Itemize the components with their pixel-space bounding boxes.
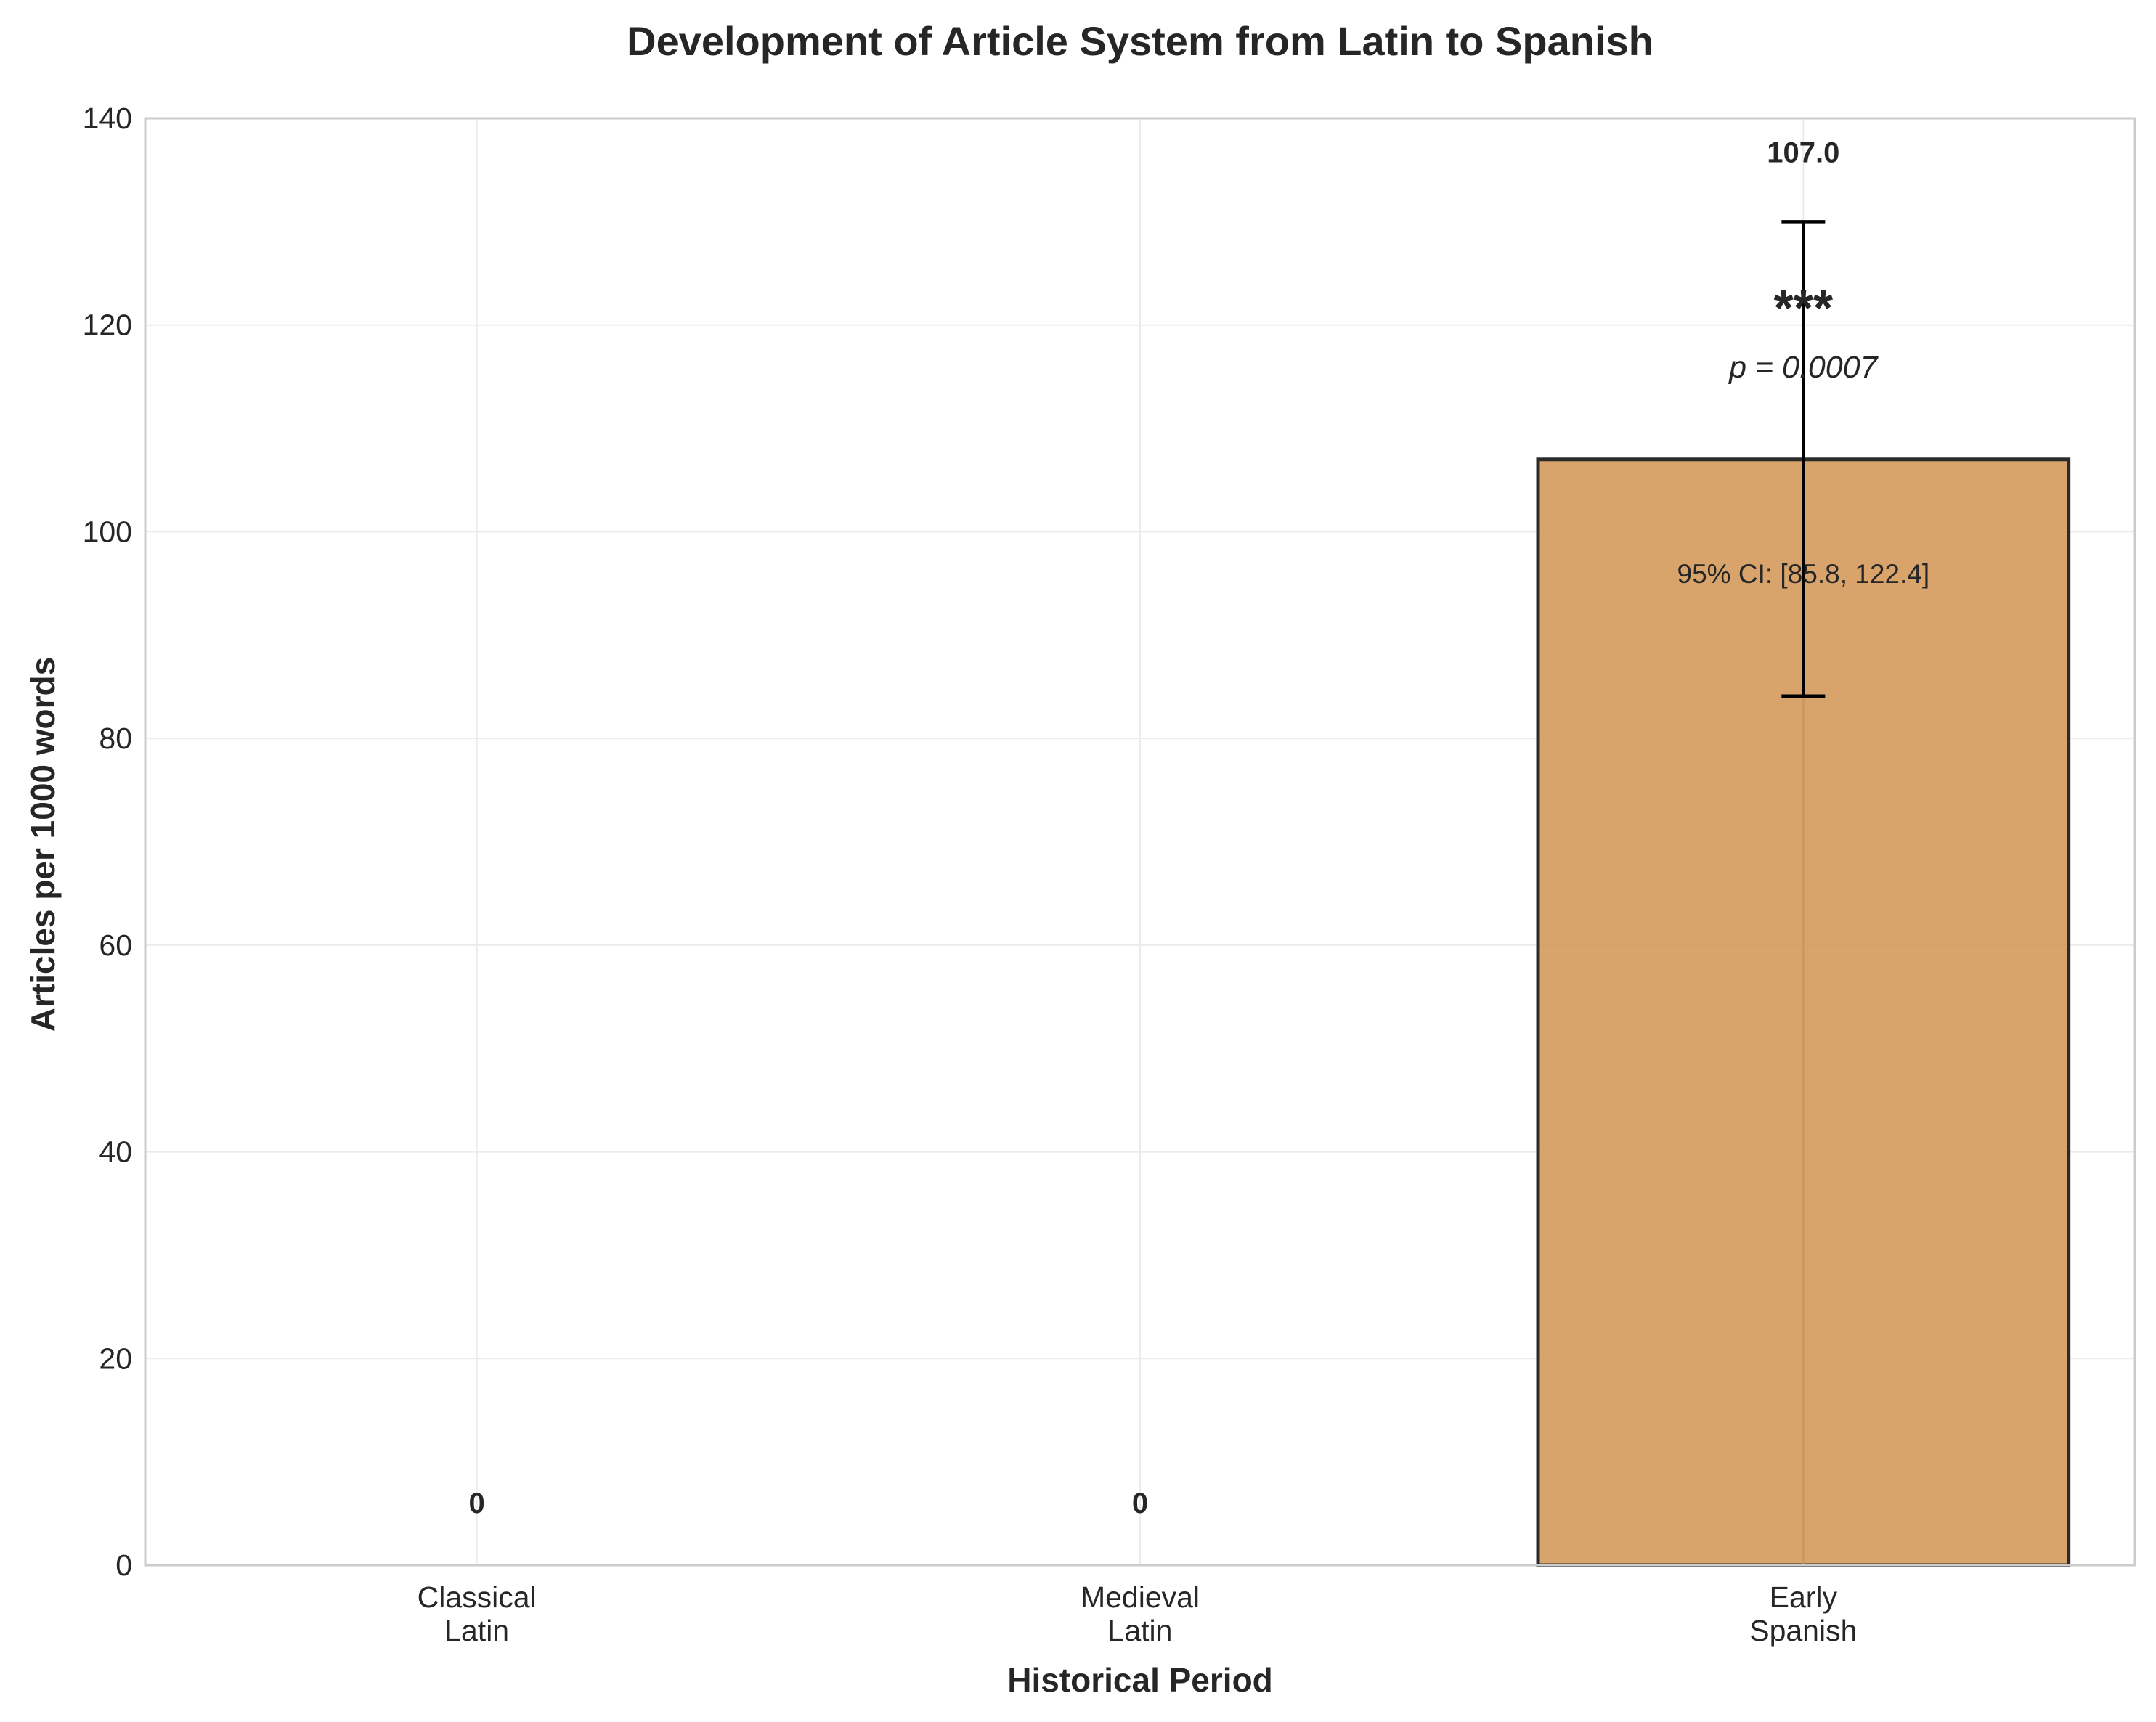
value-label: 0 bbox=[469, 1488, 485, 1519]
x-tick-label-line: Classical bbox=[418, 1580, 537, 1614]
annotations: *** p = 0.0007 95% CI: [85.8, 122.4] bbox=[1677, 279, 1930, 589]
y-tick-label: 0 bbox=[115, 1548, 132, 1582]
confidence-interval-label: 95% CI: [85.8, 122.4] bbox=[1677, 559, 1930, 589]
x-axis-label: Historical Period bbox=[1007, 1661, 1273, 1699]
y-tick-labels: 0 20 40 60 80 100 120 140 bbox=[83, 102, 132, 1582]
x-tick-label-line: Medieval bbox=[1081, 1580, 1200, 1614]
x-tick-label: Classical Latin bbox=[418, 1580, 537, 1647]
x-tick-label: Medieval Latin bbox=[1081, 1580, 1200, 1647]
error-bars bbox=[1781, 220, 1826, 698]
x-tick-label: Early Spanish bbox=[1749, 1580, 1857, 1647]
value-label: 107.0 bbox=[1767, 136, 1839, 168]
x-tick-label-line: Latin bbox=[1108, 1614, 1173, 1647]
value-label: 0 bbox=[1132, 1488, 1148, 1519]
y-tick-label: 80 bbox=[99, 722, 132, 755]
value-labels: 0 0 107.0 bbox=[469, 136, 1840, 1519]
y-tick-label: 60 bbox=[99, 929, 132, 962]
significance-stars: *** bbox=[1773, 279, 1833, 336]
y-tick-label: 20 bbox=[99, 1342, 132, 1375]
y-axis-label: Articles per 1000 words bbox=[24, 657, 62, 1032]
y-tick-label: 100 bbox=[83, 515, 132, 548]
y-tick-label: 140 bbox=[83, 102, 132, 135]
x-tick-label-line: Spanish bbox=[1749, 1614, 1857, 1647]
plot-border bbox=[144, 117, 2136, 1567]
x-tick-label-line: Latin bbox=[444, 1614, 509, 1647]
y-tick-label: 40 bbox=[99, 1135, 132, 1169]
p-value-label: p = 0.0007 bbox=[1728, 350, 1879, 385]
chart-title: Development of Article System from Latin… bbox=[627, 18, 1653, 64]
plot-frame bbox=[144, 117, 2136, 1567]
x-tick-label-line: Early bbox=[1770, 1580, 1838, 1614]
y-tick-label: 120 bbox=[83, 309, 132, 342]
